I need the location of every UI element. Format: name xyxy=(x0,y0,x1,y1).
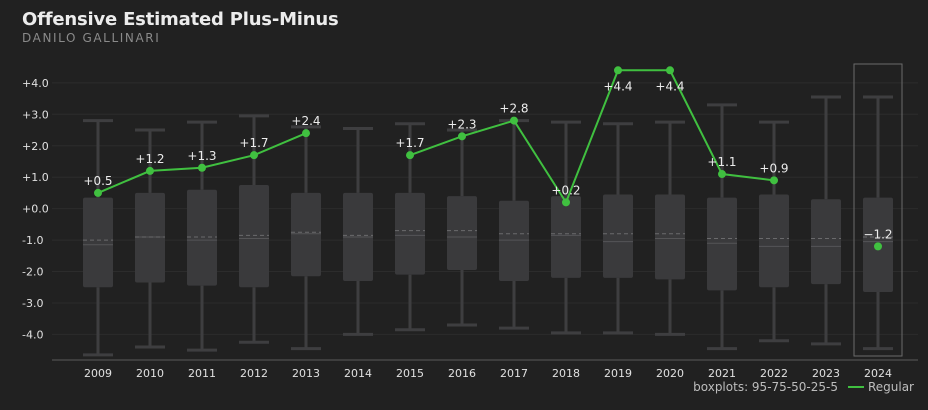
data-label: +1.1 xyxy=(707,155,736,169)
x-tick-label: 2014 xyxy=(344,367,372,380)
data-point[interactable] xyxy=(614,66,622,75)
series-line-regular xyxy=(409,69,775,205)
x-tick-label: 2015 xyxy=(396,367,424,380)
boxplot-box xyxy=(499,200,529,281)
y-tick-label: -2.0 xyxy=(22,266,43,279)
data-point[interactable] xyxy=(770,176,778,185)
x-tick-label: 2017 xyxy=(500,367,528,380)
y-tick-label: +0.0 xyxy=(22,203,49,216)
boxplot-box xyxy=(291,192,321,277)
data-point[interactable] xyxy=(146,166,154,175)
boxplot-box xyxy=(759,194,789,288)
boxplot-box xyxy=(83,197,113,288)
legend-label-regular: Regular xyxy=(867,380,914,394)
boxplot-box xyxy=(239,185,269,288)
x-tick-label: 2018 xyxy=(552,367,580,380)
x-tick-label: 2019 xyxy=(604,367,632,380)
boxplot-note: boxplots: 95-75-50-25-5 xyxy=(693,380,838,394)
x-tick-label: 2020 xyxy=(656,367,684,380)
x-tick-label: 2023 xyxy=(812,367,840,380)
boxplot-box xyxy=(187,189,217,286)
boxplot-box xyxy=(655,194,685,280)
data-point[interactable] xyxy=(562,198,570,207)
x-tick-label: 2022 xyxy=(760,367,788,380)
data-label: +1.7 xyxy=(395,136,424,150)
boxplot-box xyxy=(707,197,737,291)
chart-title: Offensive Estimated Plus-Minus xyxy=(22,9,339,30)
data-point[interactable] xyxy=(666,66,674,75)
data-point[interactable] xyxy=(718,170,726,179)
x-tick-label: 2011 xyxy=(188,367,216,380)
data-label: +0.9 xyxy=(759,161,788,175)
data-point[interactable] xyxy=(94,188,102,197)
data-label: +4.4 xyxy=(603,79,632,93)
data-label: +2.3 xyxy=(447,117,476,131)
y-tick-label: -4.0 xyxy=(22,328,43,341)
data-label: +2.8 xyxy=(499,102,528,116)
x-tick-label: 2024 xyxy=(864,367,892,380)
data-point[interactable] xyxy=(302,129,310,138)
x-tick-label: 2009 xyxy=(84,367,112,380)
data-label: +0.5 xyxy=(83,174,112,188)
y-tick-label: +3.0 xyxy=(22,108,49,121)
y-tick-label: +1.0 xyxy=(22,171,49,184)
boxplot-box xyxy=(395,192,425,275)
data-point[interactable] xyxy=(458,132,466,141)
data-label: +1.2 xyxy=(135,152,164,166)
x-tick-label: 2013 xyxy=(292,367,320,380)
boxplot-box xyxy=(603,194,633,278)
x-tick-label: 2016 xyxy=(448,367,476,380)
chart-subtitle: DANILO GALLINARI xyxy=(22,31,161,45)
y-tick-label: -3.0 xyxy=(22,297,43,310)
boxplot-box xyxy=(811,199,841,285)
y-tick-label: -1.0 xyxy=(22,234,43,247)
data-label: +4.4 xyxy=(655,79,684,93)
highlight-frame xyxy=(853,63,903,357)
data-label: +1.7 xyxy=(239,136,268,150)
boxplot-box xyxy=(551,196,581,278)
y-tick-label: +4.0 xyxy=(22,77,49,90)
data-point[interactable] xyxy=(510,116,518,125)
boxplot-box xyxy=(135,192,165,283)
legend-swatch-regular xyxy=(847,386,864,388)
data-label: +1.3 xyxy=(187,149,216,163)
data-label: +2.4 xyxy=(291,114,320,128)
y-tick-label: +2.0 xyxy=(22,140,49,153)
legend-item-regular[interactable]: Regular xyxy=(847,380,914,394)
data-label: −1.2 xyxy=(863,227,892,241)
x-tick-label: 2010 xyxy=(136,367,164,380)
data-point[interactable] xyxy=(250,151,258,160)
boxplot-box xyxy=(447,196,477,270)
data-point[interactable] xyxy=(198,163,206,172)
chart-footer: boxplots: 95-75-50-25-5 Regular xyxy=(693,380,914,394)
x-tick-label: 2021 xyxy=(708,367,736,380)
x-tick-label: 2012 xyxy=(240,367,268,380)
data-label: +0.2 xyxy=(551,183,580,197)
data-point[interactable] xyxy=(406,151,414,160)
data-point[interactable] xyxy=(874,242,882,251)
